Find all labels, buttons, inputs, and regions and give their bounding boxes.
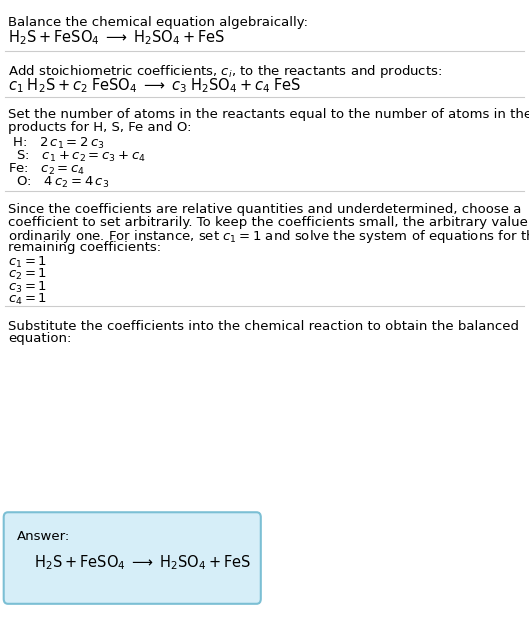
Text: $c_2 = 1$: $c_2 = 1$ xyxy=(8,267,47,282)
Text: $c_1\; \mathregular{H_2S} + c_2\; \mathregular{FeSO_4} \;\longrightarrow\; c_3\;: $c_1\; \mathregular{H_2S} + c_2\; \mathr… xyxy=(8,76,301,95)
Text: Since the coefficients are relative quantities and underdetermined, choose a: Since the coefficients are relative quan… xyxy=(8,203,521,216)
Text: equation:: equation: xyxy=(8,332,71,345)
Text: $\mathregular{H_2S + FeSO_4 \;\longrightarrow\; H_2SO_4 + FeS}$: $\mathregular{H_2S + FeSO_4 \;\longright… xyxy=(34,553,252,572)
Text: S:   $c_1 + c_2 = c_3 + c_4$: S: $c_1 + c_2 = c_3 + c_4$ xyxy=(8,149,146,164)
Text: Answer:: Answer: xyxy=(17,530,70,543)
Text: $\mathregular{H_2S + FeSO_4 \;\longrightarrow\; H_2SO_4 + FeS}$: $\mathregular{H_2S + FeSO_4 \;\longright… xyxy=(8,28,225,47)
Text: ordinarily one. For instance, set $c_1 = 1$ and solve the system of equations fo: ordinarily one. For instance, set $c_1 =… xyxy=(8,228,529,245)
Text: H:   $2\, c_1 = 2\, c_3$: H: $2\, c_1 = 2\, c_3$ xyxy=(8,135,105,150)
Text: O:   $4\, c_2 = 4\, c_3$: O: $4\, c_2 = 4\, c_3$ xyxy=(8,175,110,190)
Text: $c_1 = 1$: $c_1 = 1$ xyxy=(8,255,47,270)
Text: Balance the chemical equation algebraically:: Balance the chemical equation algebraica… xyxy=(8,16,308,29)
Text: remaining coefficients:: remaining coefficients: xyxy=(8,241,161,254)
Text: Fe:   $c_2 = c_4$: Fe: $c_2 = c_4$ xyxy=(8,162,85,177)
Text: Substitute the coefficients into the chemical reaction to obtain the balanced: Substitute the coefficients into the che… xyxy=(8,320,519,333)
Text: $c_3 = 1$: $c_3 = 1$ xyxy=(8,280,47,295)
Text: products for H, S, Fe and O:: products for H, S, Fe and O: xyxy=(8,121,191,134)
Text: Set the number of atoms in the reactants equal to the number of atoms in the: Set the number of atoms in the reactants… xyxy=(8,108,529,122)
Text: $c_4 = 1$: $c_4 = 1$ xyxy=(8,292,47,307)
Text: Add stoichiometric coefficients, $c_i$, to the reactants and products:: Add stoichiometric coefficients, $c_i$, … xyxy=(8,63,442,80)
FancyBboxPatch shape xyxy=(4,512,261,604)
Text: coefficient to set arbitrarily. To keep the coefficients small, the arbitrary va: coefficient to set arbitrarily. To keep … xyxy=(8,216,529,229)
